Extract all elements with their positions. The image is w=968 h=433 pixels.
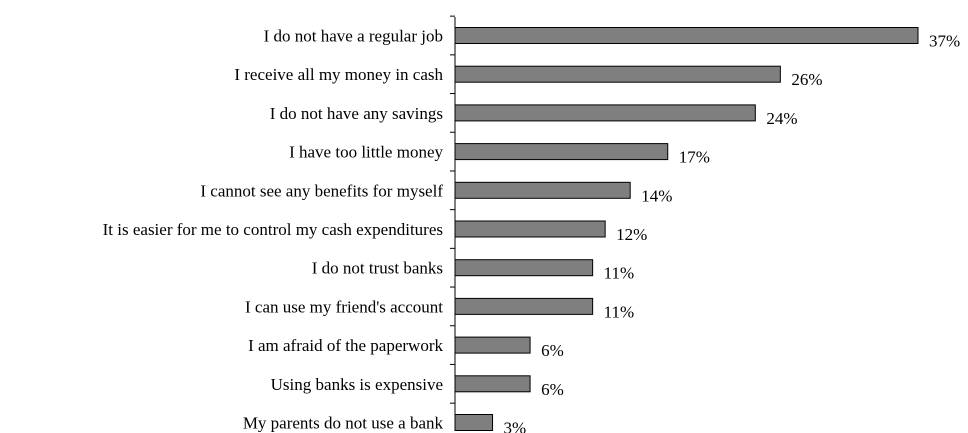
value-label: 17% bbox=[679, 148, 710, 167]
bar bbox=[454, 375, 531, 393]
value-labels: 37% 26% 24% 17% 14% 12% 11% 11% 6% 6% 3% bbox=[504, 32, 961, 433]
axis-ticks bbox=[450, 15, 455, 404]
category-label: It is easier for me to control my cash e… bbox=[103, 220, 443, 239]
bar bbox=[454, 297, 594, 315]
category-label: I cannot see any benefits for myself bbox=[200, 181, 443, 200]
value-label: 26% bbox=[791, 70, 822, 89]
bar bbox=[454, 336, 531, 354]
bar bbox=[454, 143, 669, 161]
value-label: 11% bbox=[604, 264, 635, 283]
value-label: 11% bbox=[604, 302, 635, 321]
category-labels: I do not have a regular job I receive all… bbox=[103, 27, 444, 433]
value-label: 6% bbox=[541, 341, 564, 360]
bar bbox=[454, 181, 631, 199]
category-label: Using banks is expensive bbox=[271, 375, 443, 394]
value-label: 6% bbox=[541, 380, 564, 399]
bar bbox=[454, 27, 919, 44]
category-label: I do not have a regular job bbox=[264, 27, 443, 46]
bar bbox=[454, 414, 494, 431]
bar bbox=[454, 220, 606, 238]
value-label: 37% bbox=[929, 32, 960, 51]
value-label: 12% bbox=[616, 225, 647, 244]
bar bbox=[454, 259, 594, 277]
bar bbox=[454, 65, 781, 83]
value-label: 3% bbox=[504, 419, 527, 433]
bars bbox=[454, 27, 919, 431]
bar bbox=[454, 104, 756, 122]
value-label: 14% bbox=[641, 186, 672, 205]
category-label: I have too little money bbox=[289, 143, 443, 162]
category-label: I receive all my money in cash bbox=[234, 65, 443, 84]
category-label: My parents do not use a bank bbox=[243, 414, 444, 433]
category-label: I am afraid of the paperwork bbox=[248, 336, 443, 355]
category-label: I do not trust banks bbox=[312, 259, 443, 278]
category-label: I do not have any savings bbox=[270, 104, 443, 123]
value-label: 24% bbox=[766, 109, 797, 128]
category-label: I can use my friend's account bbox=[245, 297, 443, 316]
